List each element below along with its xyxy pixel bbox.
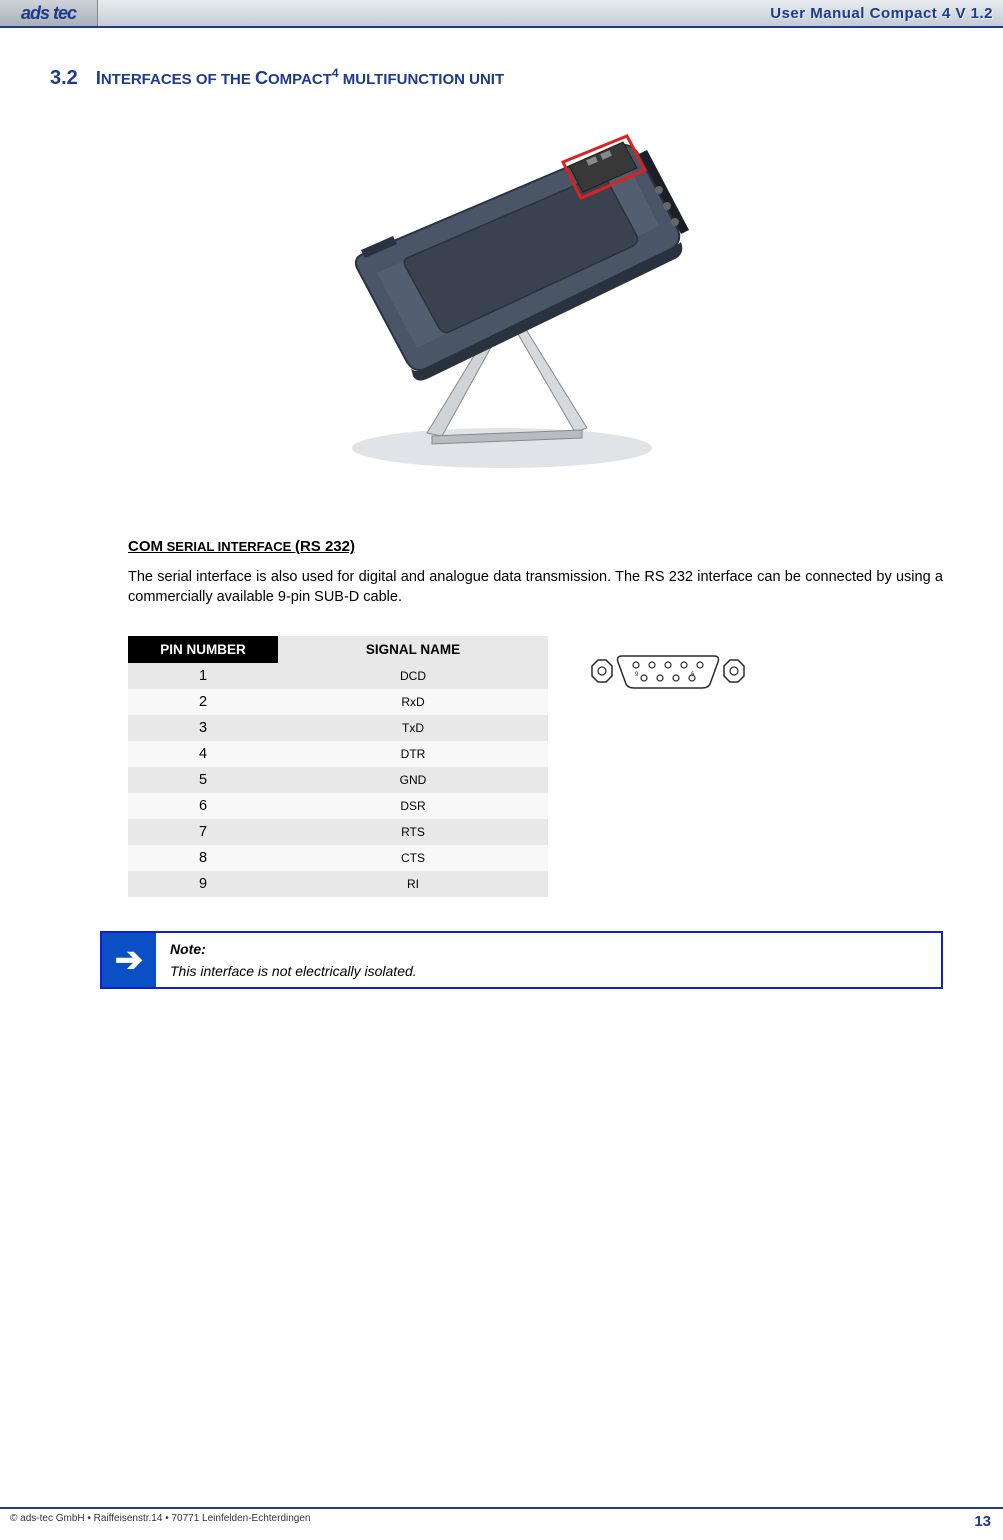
subsection-body: The serial interface is also used for di… <box>128 567 943 608</box>
title-part: OMPACT <box>268 71 332 88</box>
signal-cell: RI <box>278 871 548 897</box>
table-row: 7RTS <box>128 819 548 845</box>
subsection: COM SERIAL INTERFACE (RS 232) The serial… <box>128 538 943 897</box>
logo-box: ads tec <box>0 0 98 26</box>
pin-cell: 8 <box>128 845 278 871</box>
pin <box>697 662 703 668</box>
note-box: ➔ Note: This interface is not electrical… <box>100 931 943 989</box>
signal-cell: DTR <box>278 741 548 767</box>
mounting-nut-left <box>592 660 612 682</box>
pin-cell: 6 <box>128 793 278 819</box>
page-number: 13 <box>974 1513 991 1530</box>
port <box>655 186 663 194</box>
section-heading: 3.2 INTERFACES OF THE COMPACT4 MULTIFUNC… <box>50 66 953 90</box>
title-superscript: 4 <box>332 66 339 80</box>
pin-cell: 1 <box>128 663 278 689</box>
pin <box>681 662 687 668</box>
signal-cell: DCD <box>278 663 548 689</box>
signal-cell: RxD <box>278 689 548 715</box>
table-row: 1DCD <box>128 663 548 689</box>
pin-number-header: PIN NUMBER <box>128 636 278 663</box>
signal-cell: RTS <box>278 819 548 845</box>
title-part: MULTIFUNCTION UNIT <box>339 71 505 88</box>
table-row: 8CTS <box>128 845 548 871</box>
table-row: 3TxD <box>128 715 548 741</box>
pin <box>673 675 679 681</box>
header-bar: ads tec User Manual Compact 4 V 1.2 <box>0 0 1003 28</box>
footer-bar: © ads-tec GmbH • Raiffeisenstr.14 • 7077… <box>0 1507 1003 1530</box>
signal-name-header: SIGNAL NAME <box>278 636 548 663</box>
mounting-hole <box>730 667 738 675</box>
table-row: 6DSR <box>128 793 548 819</box>
content-area: 3.2 INTERFACES OF THE COMPACT4 MULTIFUNC… <box>0 28 1003 989</box>
note-icon-cell: ➔ <box>102 933 156 987</box>
pin-table-section: PIN NUMBER SIGNAL NAME 1DCD 2RxD 3TxD 4D… <box>128 636 943 897</box>
heading-part: SERIAL INTERFACE <box>163 539 295 554</box>
pin-table: PIN NUMBER SIGNAL NAME 1DCD 2RxD 3TxD 4D… <box>128 636 548 897</box>
note-body: This interface is not electrically isola… <box>170 963 927 979</box>
pin <box>641 675 647 681</box>
port <box>663 202 671 210</box>
title-part: NTERFACES OF THE <box>101 71 255 88</box>
note-text-cell: Note: This interface is not electrically… <box>156 933 941 987</box>
signal-cell: CTS <box>278 845 548 871</box>
db9-connector-diagram: 9 6 <box>578 646 758 706</box>
pin-cell: 9 <box>128 871 278 897</box>
signal-cell: GND <box>278 767 548 793</box>
pin <box>649 662 655 668</box>
device-figure <box>50 118 953 488</box>
footer-copyright: © ads-tec GmbH • Raiffeisenstr.14 • 7077… <box>10 1513 310 1530</box>
title-part: C <box>255 68 268 88</box>
table-row: 9RI <box>128 871 548 897</box>
port <box>671 218 679 226</box>
pin-cell: 2 <box>128 689 278 715</box>
table-row: 5GND <box>128 767 548 793</box>
heading-part: (RS 232) <box>295 538 355 555</box>
section-title: INTERFACES OF THE COMPACT4 MULTIFUNCTION… <box>96 66 504 89</box>
mounting-nut-right <box>724 660 744 682</box>
arrow-right-icon: ➔ <box>115 940 144 980</box>
note-label: Note: <box>170 941 927 957</box>
signal-cell: DSR <box>278 793 548 819</box>
pin <box>665 662 671 668</box>
table-row: 2RxD <box>128 689 548 715</box>
section-number: 3.2 <box>50 67 78 90</box>
header-title: User Manual Compact 4 V 1.2 <box>770 5 993 22</box>
mounting-hole <box>598 667 606 675</box>
stand-leg <box>511 318 587 432</box>
dsub-shell <box>618 656 719 688</box>
device-illustration <box>287 118 717 488</box>
pin <box>633 662 639 668</box>
pin-cell: 7 <box>128 819 278 845</box>
signal-cell: TxD <box>278 715 548 741</box>
subsection-heading: COM SERIAL INTERFACE (RS 232) <box>128 538 943 555</box>
table-header-row: PIN NUMBER SIGNAL NAME <box>128 636 548 663</box>
pin <box>657 675 663 681</box>
pin-cell: 3 <box>128 715 278 741</box>
pin-cell: 5 <box>128 767 278 793</box>
header-right: User Manual Compact 4 V 1.2 <box>98 0 1003 26</box>
table-row: 4DTR <box>128 741 548 767</box>
pin-cell: 4 <box>128 741 278 767</box>
pin-label-9: 9 <box>635 672 639 678</box>
logo-text: ads tec <box>21 3 76 24</box>
heading-part: COM <box>128 538 163 555</box>
